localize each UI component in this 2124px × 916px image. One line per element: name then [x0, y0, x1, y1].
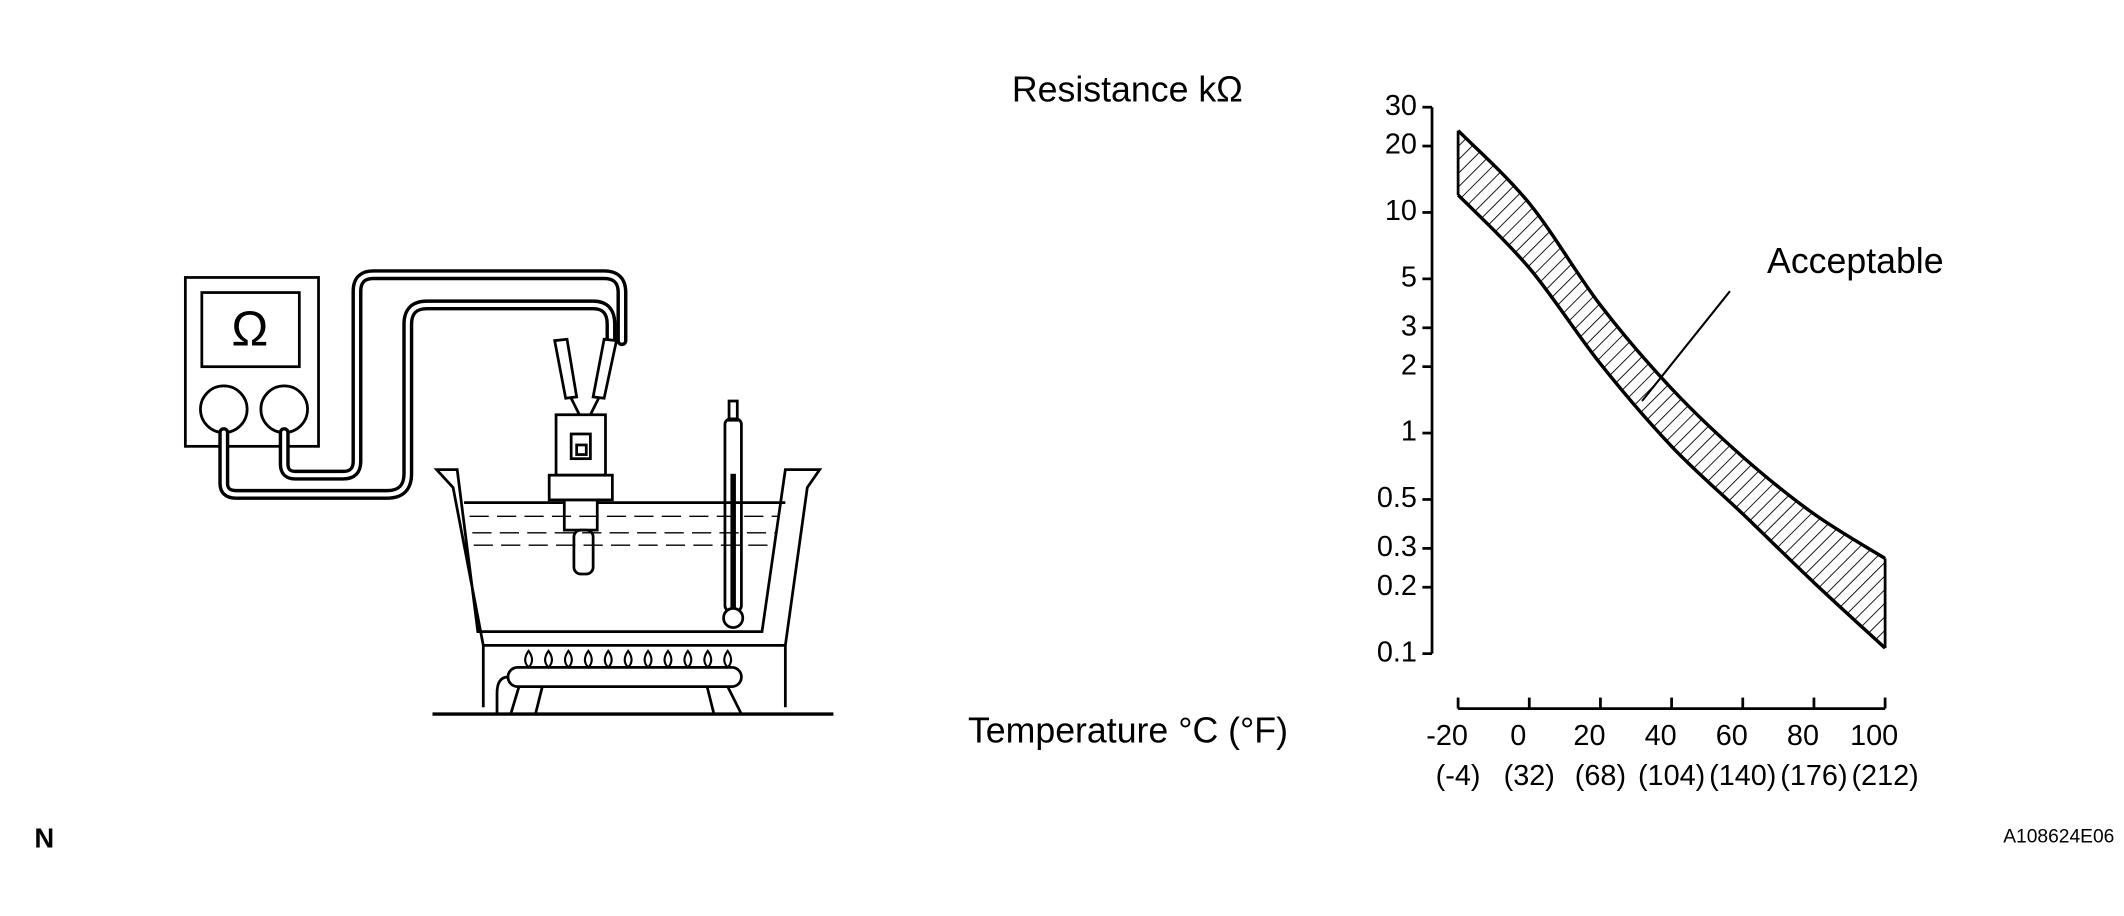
x-tick-label: -20 [1426, 720, 1468, 752]
sensor-hex [547, 473, 614, 502]
flame [623, 649, 633, 669]
y-tick-label: 30 [1385, 90, 1417, 122]
meter-screen [200, 291, 301, 369]
x-tick-sublabel: (212) [1851, 760, 1918, 792]
sensor-tip [572, 528, 595, 576]
meter-jack [199, 384, 249, 434]
y-tick-label: 5 [1401, 261, 1417, 293]
y-tick-label: 3 [1401, 310, 1417, 342]
x-tick-sublabel: (32) [1504, 760, 1555, 792]
y-tick-label: 0.1 [1377, 636, 1417, 668]
probe [553, 337, 619, 400]
y-tick-label: 2 [1401, 349, 1417, 381]
x-tick-sublabel: (-4) [1436, 760, 1481, 792]
meter-jack [259, 384, 309, 434]
x-tick-sublabel: (68) [1575, 760, 1626, 792]
x-tick-label: 80 [1787, 720, 1819, 752]
test-illustration: Ω [183, 269, 834, 716]
flame [583, 649, 593, 669]
x-tick-label: 0 [1510, 720, 1526, 752]
figure-code: A108624E06 [2003, 827, 2114, 848]
flame [563, 649, 573, 669]
x-axis-label: Temperature °C (°F) [968, 711, 1288, 751]
y-tick-label: 1 [1401, 416, 1417, 448]
pot [433, 468, 823, 647]
wire [221, 302, 614, 497]
x-tick-label: 60 [1716, 720, 1748, 752]
x-tick-label: 20 [1573, 720, 1605, 752]
flame [544, 649, 553, 669]
y-tick-label: 0.3 [1377, 531, 1417, 563]
flame [643, 649, 653, 669]
y-tick-label: 10 [1385, 195, 1417, 227]
y-tick-label: 0.5 [1377, 482, 1417, 514]
x-tick-sublabel: (140) [1709, 760, 1776, 792]
flame [663, 649, 673, 669]
flame [703, 649, 713, 669]
flame [603, 649, 613, 669]
annotation: Acceptable [1767, 241, 1944, 281]
flame [524, 649, 534, 669]
x-tick-sublabel: (104) [1638, 760, 1705, 792]
flame [723, 649, 733, 669]
y-tick-label: 20 [1385, 129, 1417, 161]
x-tick-sublabel: (176) [1780, 760, 1847, 792]
y-tick-label: 0.2 [1377, 570, 1417, 602]
flame [683, 649, 693, 669]
x-tick-label: 100 [1850, 720, 1898, 752]
band-edge [1456, 129, 1887, 560]
y-axis-label: Resistance kΩ [1012, 70, 1243, 110]
band-edge [1456, 193, 1887, 650]
x-tick-label: 40 [1645, 720, 1677, 752]
flames [524, 649, 733, 669]
burner [506, 666, 743, 688]
meter-symbol: Ω [231, 301, 268, 356]
corner-mark: N [34, 823, 54, 854]
ohmmeter [183, 276, 320, 448]
wire [282, 272, 625, 478]
